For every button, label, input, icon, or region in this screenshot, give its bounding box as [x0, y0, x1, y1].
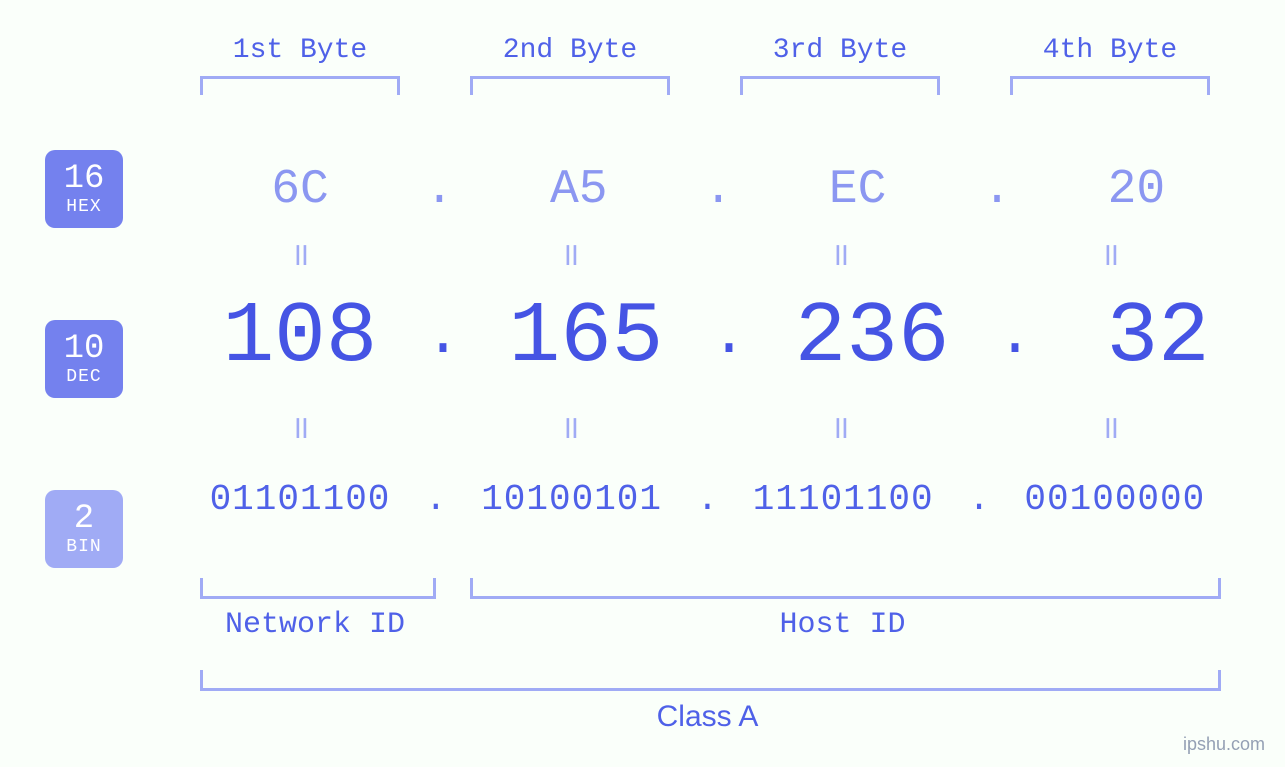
dec-byte-4: 32: [1033, 288, 1283, 386]
byte-header-1: 1st Byte: [175, 35, 425, 66]
dot-separator: .: [983, 163, 1012, 217]
hex-row: 6C . A5 . EC . 20: [175, 151, 1235, 229]
network-id-label: Network ID: [200, 608, 430, 642]
badge-bin-system: BIN: [66, 538, 101, 556]
bin-byte-3: 11101100: [718, 479, 968, 520]
dot-separator: .: [425, 303, 461, 371]
bin-byte-1: 01101100: [175, 479, 425, 520]
network-id-bracket-icon: [200, 578, 436, 599]
dot-separator: .: [711, 303, 747, 371]
badge-dec-base: 10: [64, 332, 105, 366]
equals-icon: ॥: [445, 405, 695, 448]
top-bracket-row: [175, 76, 1235, 96]
host-id-label: Host ID: [470, 608, 1215, 642]
equals-icon: ॥: [985, 405, 1235, 448]
byte-header-4: 4th Byte: [985, 35, 1235, 66]
dec-byte-3: 236: [747, 288, 997, 386]
dec-row: 108 . 165 . 236 . 32: [175, 287, 1235, 387]
bin-byte-4: 00100000: [990, 479, 1240, 520]
bin-row: 01101100 . 10100101 . 11101100 . 0010000…: [175, 460, 1235, 538]
dot-separator: .: [697, 479, 719, 520]
hex-byte-1: 6C: [175, 163, 425, 217]
top-bracket-icon: [1010, 76, 1210, 95]
dot-separator: .: [704, 163, 733, 217]
equals-icon: ॥: [175, 405, 425, 448]
class-bracket-icon: [200, 670, 1221, 691]
dot-separator: .: [968, 479, 990, 520]
equals-icon: ॥: [175, 232, 425, 275]
badge-bin-base: 2: [74, 502, 94, 536]
dec-byte-1: 108: [175, 288, 425, 386]
badge-hex-system: HEX: [66, 198, 101, 216]
equals-icon: ॥: [715, 405, 965, 448]
hex-byte-3: EC: [733, 163, 983, 217]
equals-icon: ॥: [445, 232, 695, 275]
top-bracket-icon: [740, 76, 940, 95]
top-bracket-icon: [470, 76, 670, 95]
badge-hex-base: 16: [64, 162, 105, 196]
byte-header-2: 2nd Byte: [445, 35, 695, 66]
badge-dec: 10 DEC: [45, 320, 123, 398]
equals-icon: ॥: [985, 232, 1235, 275]
bin-byte-2: 10100101: [447, 479, 697, 520]
hex-byte-4: 20: [1011, 163, 1261, 217]
top-bracket-icon: [200, 76, 400, 95]
dot-separator: .: [425, 479, 447, 520]
byte-header-3: 3rd Byte: [715, 35, 965, 66]
equals-icon: ॥: [715, 232, 965, 275]
dot-separator: .: [425, 163, 454, 217]
hex-byte-2: A5: [454, 163, 704, 217]
equals-row: ॥ ॥ ॥ ॥: [175, 402, 1235, 450]
host-id-bracket-icon: [470, 578, 1221, 599]
value-grid: 1st Byte 2nd Byte 3rd Byte 4th Byte 6C .…: [175, 20, 1235, 538]
badge-hex: 16 HEX: [45, 150, 123, 228]
dot-separator: .: [997, 303, 1033, 371]
equals-row: ॥ ॥ ॥ ॥: [175, 229, 1235, 277]
watermark: ipshu.com: [1183, 734, 1265, 755]
ip-diagram: 16 HEX 10 DEC 2 BIN 1st Byte 2nd Byte 3r…: [0, 0, 1285, 767]
badge-dec-system: DEC: [66, 368, 101, 386]
badge-bin: 2 BIN: [45, 490, 123, 568]
dec-byte-2: 165: [461, 288, 711, 386]
class-label: Class A: [200, 700, 1215, 734]
byte-header-row: 1st Byte 2nd Byte 3rd Byte 4th Byte: [175, 35, 1235, 66]
